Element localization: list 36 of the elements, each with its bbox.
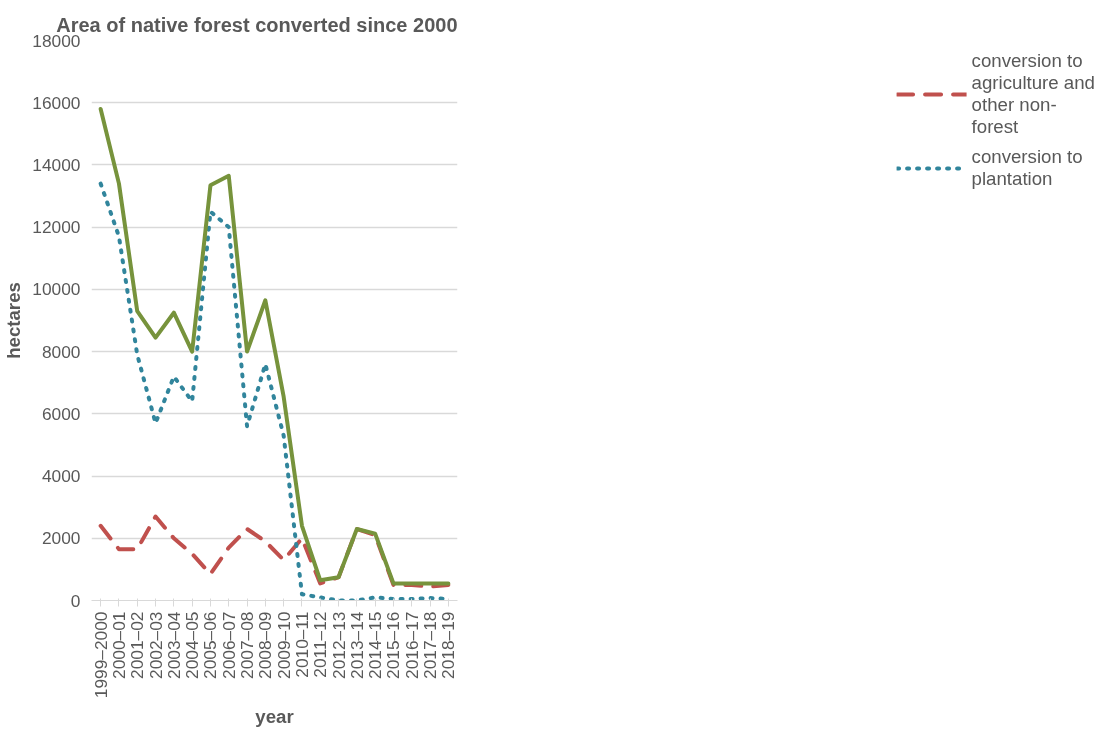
x-tick-label: 2015–16 (383, 611, 404, 679)
legend-label: conversion to agriculture and other non-forest (971, 50, 1095, 138)
x-tick-label: 2006–07 (218, 611, 239, 679)
x-axis-title: year (255, 706, 294, 728)
line-series (98, 514, 451, 589)
x-tick-label: 2007–08 (237, 611, 258, 679)
x-tick-label: 2002–03 (145, 611, 166, 679)
x-tick-label: 2003–04 (163, 611, 184, 679)
x-tick-label: 2001–02 (127, 611, 148, 679)
x-tick-label: 2018–19 (438, 611, 459, 679)
y-tick-label: 14000 (32, 154, 81, 175)
x-tick-label: 2000–01 (108, 611, 129, 679)
y-tick-label: 8000 (41, 341, 81, 362)
y-tick-label: 10000 (32, 279, 81, 300)
y-tick-label: 4000 (41, 466, 81, 487)
line-series (98, 106, 451, 586)
chart-title: Area of native forest converted since 2000 (56, 13, 458, 36)
y-tick-label: 16000 (32, 92, 81, 113)
legend-label: conversion to plantation (971, 146, 1083, 190)
x-tick-label: 2014–15 (365, 611, 386, 679)
x-tick-label: 2016–17 (401, 611, 422, 679)
x-tick-label: 2017–18 (420, 611, 441, 679)
x-tick-label: 2005–06 (200, 611, 221, 679)
x-tick-label: 2011–12 (310, 611, 331, 678)
x-tick-label: 1999–2000 (90, 611, 111, 699)
x-tick-label: 2009–10 (273, 611, 294, 679)
y-tick-label: 12000 (32, 217, 81, 238)
y-axis-title: hectares (3, 282, 25, 359)
y-tick-label: 2000 (41, 528, 81, 549)
x-tick-label: 2010–11 (291, 611, 312, 678)
y-tick-label: 6000 (41, 403, 81, 424)
y-tick-label: 0 (70, 590, 81, 611)
x-tick-label: 2008–09 (255, 611, 276, 679)
x-tick-label: 2004–05 (182, 611, 203, 679)
x-tick-label: 2013–14 (346, 611, 367, 679)
x-tick-label: 2012–13 (328, 611, 349, 679)
